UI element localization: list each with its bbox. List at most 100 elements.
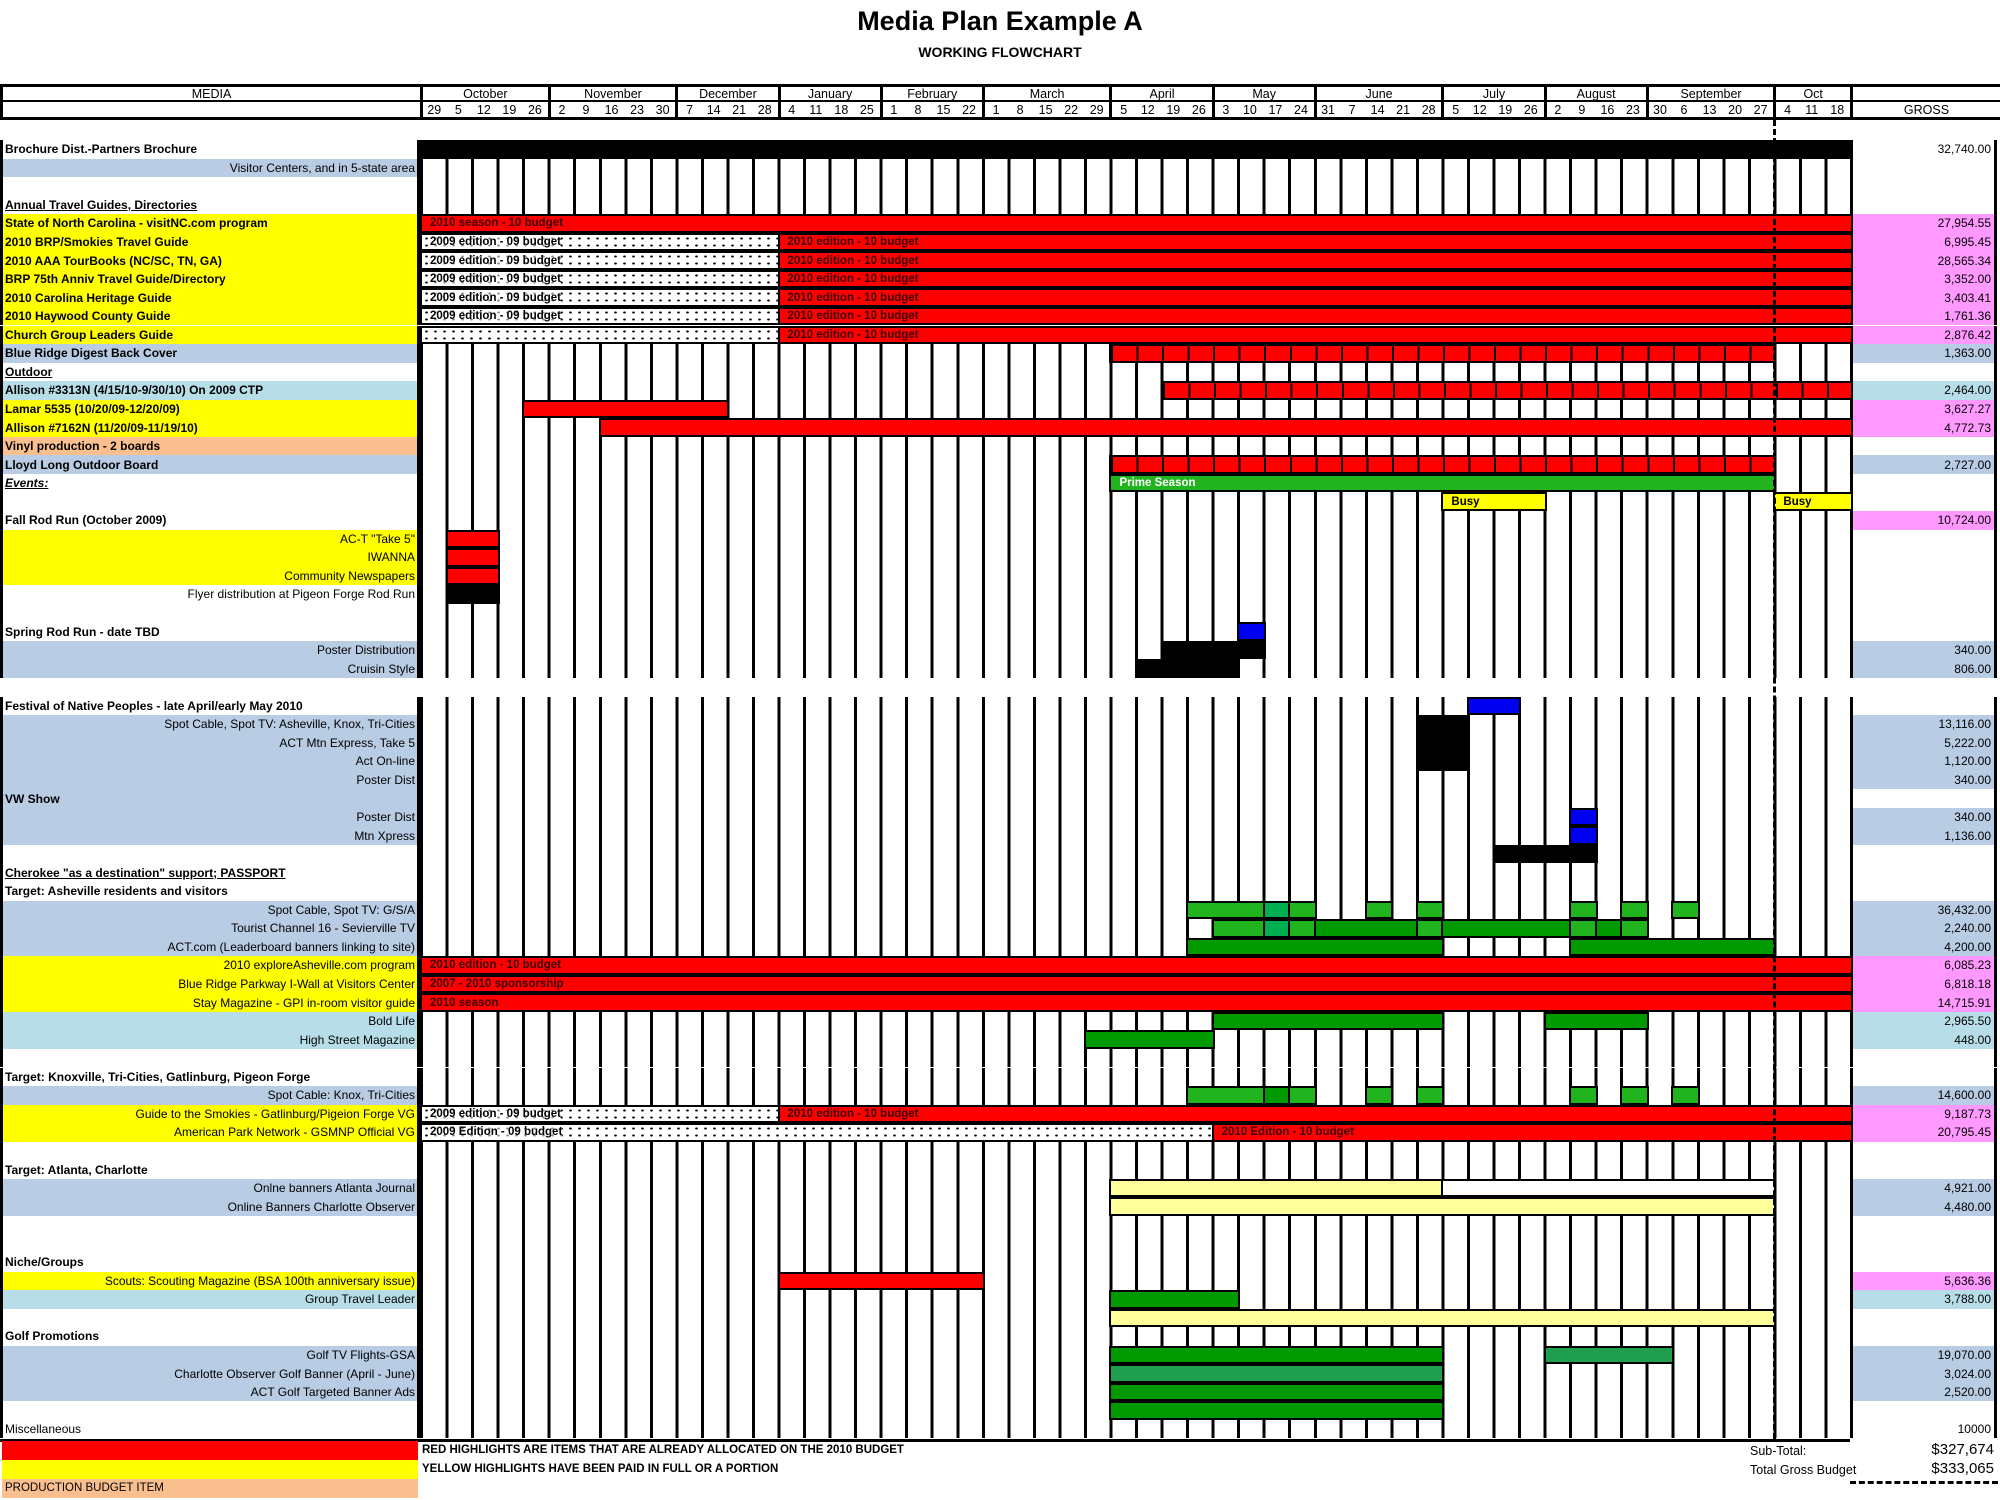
- schedule-bar-red[interactable]: [1109, 455, 1777, 474]
- schedule-bar-lgreen[interactable]: [1415, 900, 1445, 920]
- schedule-bar-black[interactable]: [1415, 715, 1470, 734]
- legend-swatch: [2, 1459, 418, 1479]
- schedule-bar-black[interactable]: [445, 585, 500, 604]
- media-label: ACT Mtn Express, Take 5: [0, 733, 420, 753]
- schedule-bar-lgreen[interactable]: [1364, 1086, 1394, 1105]
- schedule-bar-lgreen[interactable]: [1415, 919, 1445, 938]
- schedule-bar-red[interactable]: [598, 418, 1853, 437]
- schedule-bar-red[interactable]: 2010 season - 10 budget: [420, 214, 1853, 233]
- timeline-row: [420, 1382, 1850, 1402]
- schedule-bar-dgreen[interactable]: [1594, 919, 1624, 938]
- schedule-bar-dotted[interactable]: 2009 edition - 09 budget: [420, 1104, 781, 1124]
- gross-amount: 2,727.00: [1850, 455, 1997, 474]
- schedule-bar-white[interactable]: [1441, 1178, 1777, 1198]
- schedule-bar-dgreen[interactable]: [1313, 919, 1419, 938]
- schedule-bar-black[interactable]: [1492, 844, 1598, 864]
- schedule-bar-lgreen[interactable]: [1211, 919, 1266, 938]
- schedule-bar-red[interactable]: 2010 edition - 10 budget: [777, 269, 1853, 289]
- schedule-bar-dgreen[interactable]: [1109, 1290, 1241, 1309]
- schedule-bar-black[interactable]: [1415, 752, 1470, 771]
- week-header: 10: [1242, 102, 1257, 117]
- media-label: Guide to the Smokies - Gatlinburg/Pigeio…: [0, 1104, 420, 1124]
- schedule-bar-red[interactable]: 2007 - 2010 sponsorship: [420, 974, 1853, 994]
- schedule-bar-black[interactable]: [1135, 659, 1241, 678]
- schedule-bar-dgreen[interactable]: [1109, 1401, 1445, 1420]
- schedule-bar-red[interactable]: [1160, 381, 1853, 400]
- schedule-bar-red[interactable]: [1109, 344, 1777, 363]
- schedule-bar-red[interactable]: 2010 edition - 10 budget: [777, 232, 1853, 252]
- schedule-bar-lgreen[interactable]: [1186, 900, 1266, 920]
- schedule-bar-red[interactable]: [777, 1271, 985, 1291]
- schedule-bar-black[interactable]: [1415, 733, 1470, 753]
- schedule-bar-pale[interactable]: [1109, 1308, 1777, 1328]
- schedule-bar-lgreen[interactable]: [1186, 1086, 1266, 1105]
- schedule-bar-blue[interactable]: [1466, 696, 1522, 716]
- bar-label: 2009 edition - 09 budget: [430, 236, 561, 249]
- schedule-bar-dgreen[interactable]: [1211, 1011, 1445, 1031]
- schedule-bar-lgreen[interactable]: [1415, 1086, 1445, 1105]
- schedule-bar-teal[interactable]: [1262, 919, 1292, 938]
- schedule-bar-lgreen[interactable]: [1569, 900, 1598, 920]
- schedule-bar-blue[interactable]: [1237, 622, 1266, 641]
- schedule-bar-dgreen[interactable]: [1109, 1382, 1445, 1402]
- schedule-bar-red[interactable]: 2010 edition - 10 budget: [777, 1104, 1853, 1124]
- timeline-row: 2009 edition - 09 budget 2010 edition - 1…: [420, 1104, 1853, 1124]
- schedule-bar-red[interactable]: [445, 548, 500, 567]
- month-header: Oct: [1773, 87, 1850, 101]
- schedule-bar-lgreen[interactable]: [1288, 900, 1317, 920]
- schedule-bar-red[interactable]: 2010 season: [420, 993, 1853, 1012]
- schedule-bar-yellow[interactable]: Busy: [1441, 492, 1547, 511]
- schedule-bar-dgreen[interactable]: [1109, 1345, 1445, 1365]
- schedule-bar-red[interactable]: 2010 edition - 10 budget: [777, 288, 1853, 307]
- schedule-bar-dotted[interactable]: 2009 edition - 09 budget: [420, 288, 781, 307]
- schedule-bar-red[interactable]: 2010 edition - 10 budget: [777, 251, 1853, 270]
- schedule-bar-lgreen[interactable]: [1288, 919, 1317, 938]
- schedule-bar-red[interactable]: 2010 Edition - 10 budget: [1211, 1123, 1853, 1142]
- schedule-bar-lgreen[interactable]: [1671, 900, 1700, 920]
- schedule-bar-lgreen[interactable]: [1620, 919, 1649, 938]
- schedule-bar-red[interactable]: [445, 566, 500, 586]
- schedule-bar-lgreen[interactable]: Prime Season: [1109, 473, 1777, 493]
- schedule-bar-teal2[interactable]: [1109, 1364, 1445, 1383]
- week-header: 8: [914, 102, 922, 117]
- media-label: Miscellaneous: [0, 1419, 420, 1439]
- media-row: Lloyd Long Outdoor Board 2,727.00: [0, 455, 2000, 474]
- schedule-bar-teal[interactable]: [1262, 900, 1292, 920]
- schedule-bar-red[interactable]: 2010 edition - 10 budget: [777, 306, 1853, 326]
- schedule-bar-dotted[interactable]: [420, 325, 781, 345]
- schedule-bar-blue[interactable]: [1569, 807, 1598, 827]
- schedule-bar-blue[interactable]: [1569, 826, 1598, 845]
- schedule-bar-pale[interactable]: [1109, 1197, 1777, 1216]
- schedule-bar-red[interactable]: 2010 edition - 10 budget: [777, 325, 1853, 345]
- schedule-bar-dgreen[interactable]: [1262, 1086, 1292, 1105]
- schedule-bar-dotted[interactable]: 2009 edition - 09 budget: [420, 251, 781, 270]
- schedule-bar-dotted[interactable]: 2009 edition - 09 budget: [420, 269, 781, 289]
- schedule-bar-dotted[interactable]: 2009 edition - 09 budget: [420, 306, 781, 326]
- schedule-bar-dgreen[interactable]: [1569, 937, 1777, 957]
- schedule-bar-lgreen[interactable]: [1620, 900, 1649, 920]
- spacer-row: [0, 678, 2000, 697]
- timeline-row: [420, 863, 1850, 882]
- schedule-bar-red[interactable]: [445, 529, 500, 549]
- bar-label: 2010 edition - 10 budget: [787, 273, 919, 286]
- schedule-bar-yellow[interactable]: Busy: [1773, 492, 1853, 511]
- schedule-bar-black[interactable]: [420, 140, 1853, 159]
- schedule-bar-dgreen[interactable]: [1083, 1030, 1215, 1049]
- schedule-bar-teal2[interactable]: [1543, 1345, 1675, 1365]
- schedule-bar-dotted[interactable]: 2009 edition - 09 budget: [420, 232, 781, 252]
- schedule-bar-black[interactable]: [1160, 640, 1266, 660]
- schedule-bar-dgreen[interactable]: [1186, 937, 1445, 957]
- schedule-bar-dotted[interactable]: 2009 Edition - 09 budget: [420, 1123, 1215, 1142]
- schedule-bar-lgreen[interactable]: [1569, 1086, 1598, 1105]
- schedule-bar-dgreen[interactable]: [1441, 919, 1573, 938]
- schedule-bar-red[interactable]: 2010 edition - 10 budget: [420, 956, 1853, 975]
- schedule-bar-lgreen[interactable]: [1288, 1086, 1317, 1105]
- schedule-bar-pale[interactable]: [1109, 1178, 1445, 1198]
- schedule-bar-lgreen[interactable]: [1569, 919, 1598, 938]
- schedule-bar-red[interactable]: [522, 399, 730, 419]
- schedule-bar-dgreen[interactable]: [1543, 1011, 1649, 1031]
- media-label: 2010 AAA TourBooks (NC/SC, TN, GA): [0, 251, 420, 270]
- schedule-bar-lgreen[interactable]: [1620, 1086, 1649, 1105]
- schedule-bar-lgreen[interactable]: [1671, 1086, 1700, 1105]
- schedule-bar-lgreen[interactable]: [1364, 900, 1394, 920]
